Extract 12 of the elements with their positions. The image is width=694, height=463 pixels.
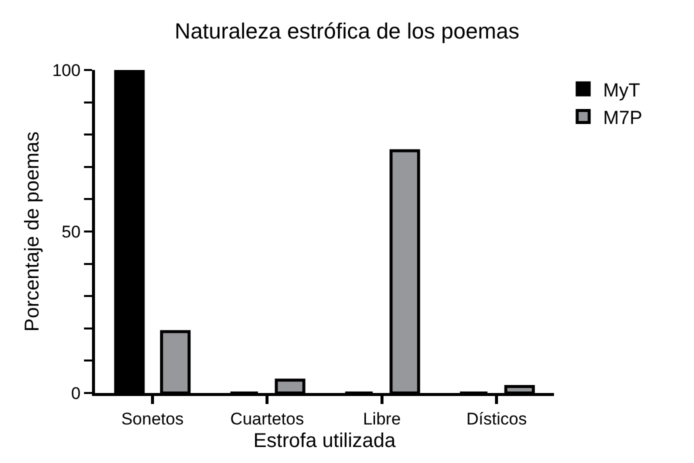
x-tick-label: Libre (362, 409, 401, 428)
x-tick-label: Sonetos (121, 409, 184, 428)
x-tick-label: Cuartetos (230, 409, 304, 428)
legend-label: M7P (603, 108, 642, 129)
y-tick-label: 50 (62, 222, 81, 242)
y-axis-title: Porcentaje de poemas (22, 131, 44, 332)
x-tick-label: Dísticos (466, 409, 527, 428)
y-tick-label: 0 (71, 384, 81, 403)
legend-label: MyT (603, 80, 641, 102)
chart-title: Naturaleza estrófica de los poemas (174, 18, 520, 44)
y-tick-label: 100 (52, 60, 81, 80)
x-axis-title: Estrofa utilizada (253, 430, 397, 452)
